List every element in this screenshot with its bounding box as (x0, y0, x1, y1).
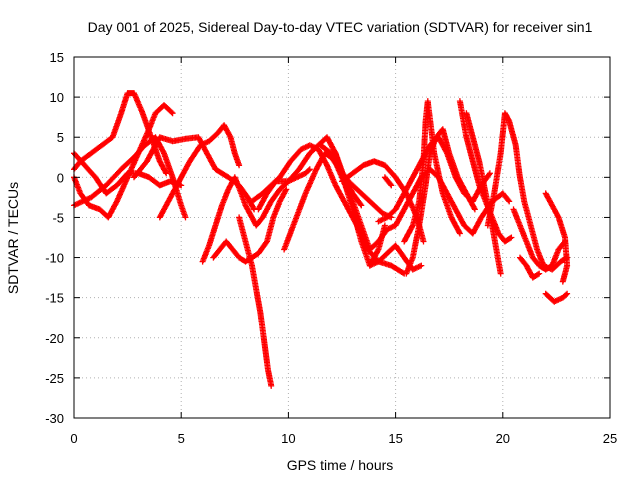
y-tick-label: -20 (45, 331, 64, 346)
x-tick-label: 10 (281, 431, 295, 446)
y-tick-label: 15 (50, 50, 64, 65)
marker-trace (332, 150, 425, 273)
series-sat-arc-9 (236, 214, 275, 389)
marker-trace (463, 110, 504, 277)
y-tick-label: -25 (45, 371, 64, 386)
marker-trace (210, 186, 290, 265)
series-sat-arc-8 (210, 186, 290, 265)
x-tick-label: 15 (388, 431, 402, 446)
tick-labels: 0 5 10 15 20 25 -30 -25 -20 -15 -10 -5 0 5 10 15 (45, 50, 617, 446)
series-sat-arc-6 (156, 122, 243, 221)
marker-trace (131, 134, 258, 213)
series-sat-arc-24 (510, 206, 568, 273)
marker-trace (156, 122, 243, 221)
series-sat-arc-20 (403, 126, 478, 277)
x-tick-label: 0 (70, 431, 77, 446)
y-tick-label: 10 (50, 90, 64, 105)
series-sat-arc-15 (366, 222, 388, 269)
y-tick-label: -30 (45, 411, 64, 426)
y-tick-label: -15 (45, 291, 64, 306)
series-sat-arc-23 (484, 110, 571, 273)
marker-trace (542, 290, 571, 305)
series-sat-arc-18 (381, 174, 395, 189)
y-tick-label: -10 (45, 251, 64, 266)
series-sat-arc-26 (542, 190, 571, 285)
grid-lines (74, 57, 610, 418)
series-sat-arc-22 (463, 110, 504, 277)
x-tick-label: 20 (496, 431, 510, 446)
series-sat-arc-25 (517, 254, 543, 281)
y-tick-label: 5 (57, 130, 64, 145)
marker-trace (236, 214, 275, 389)
series-sat-arc-27 (542, 290, 571, 305)
x-tick-label: 5 (178, 431, 185, 446)
marker-trace (366, 222, 388, 269)
axis-ticks (73, 56, 611, 419)
marker-trace (484, 110, 571, 273)
marker-trace (517, 254, 543, 281)
x-tick-label: 25 (603, 431, 617, 446)
chart-title: Day 001 of 2025, Sidereal Day-to-day VTE… (88, 19, 593, 35)
y-tick-label: 0 (57, 170, 64, 185)
marker-trace (403, 126, 478, 277)
marker-trace (542, 190, 571, 285)
marker-trace (381, 174, 395, 189)
y-axis-label: SDTVAR / TECUs (5, 182, 21, 294)
data-series (71, 90, 571, 389)
x-axis-label: GPS time / hours (287, 457, 394, 473)
marker-trace (510, 206, 568, 273)
series-sat-arc-5 (131, 134, 258, 213)
y-tick-label: -5 (52, 210, 64, 225)
plot-frame (73, 56, 611, 419)
series-sat-arc-14 (332, 150, 425, 273)
